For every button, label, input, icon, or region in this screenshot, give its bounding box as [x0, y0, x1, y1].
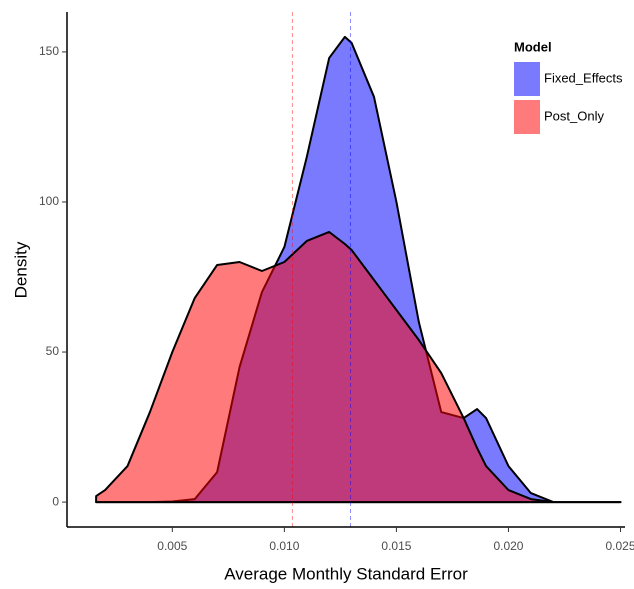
- x-tick-label: 0.025: [606, 539, 634, 553]
- x-tick-label: 0.005: [157, 539, 187, 553]
- legend-key: [514, 100, 540, 134]
- legend-key: [514, 62, 540, 96]
- y-tick-label: 100: [39, 194, 59, 208]
- legend-title: Model: [514, 39, 552, 54]
- density-area: [95, 230, 622, 504]
- x-tick-label: 0.010: [269, 539, 299, 553]
- y-axis-title: Density: [11, 241, 30, 298]
- x-axis-title: Average Monthly Standard Error: [224, 564, 468, 583]
- y-tick-label: 0: [52, 494, 59, 508]
- x-tick-label: 0.020: [493, 539, 523, 553]
- y-tick-label: 150: [39, 44, 59, 58]
- x-tick-label: 0.015: [381, 539, 411, 553]
- legend-label: Fixed_Effects: [544, 70, 623, 85]
- legend-label: Post_Only: [544, 108, 604, 123]
- y-tick-label: 50: [46, 344, 60, 358]
